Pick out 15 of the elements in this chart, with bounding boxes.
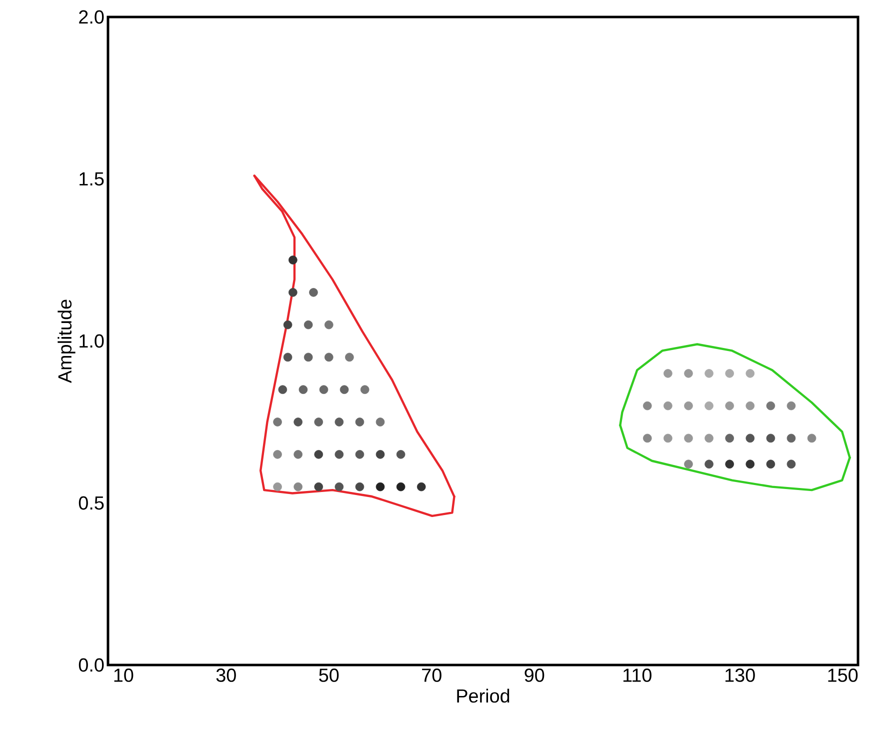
y-tick-label: 0.5 xyxy=(78,496,104,510)
x-tick-label: 90 xyxy=(524,668,544,682)
y-tick-label: 2.0 xyxy=(79,10,104,24)
x-tick-label: 10 xyxy=(114,668,134,682)
y-axis-title: Amplitude xyxy=(58,300,76,384)
y-tick-label: 1.5 xyxy=(80,172,104,186)
x-tick-label: 50 xyxy=(319,668,339,682)
x-axis-title: Period xyxy=(457,688,510,703)
x-tick-label: 130 xyxy=(726,668,755,682)
x-tick-label: 30 xyxy=(216,668,236,682)
x-tick-label: 110 xyxy=(623,668,652,682)
x-tick-label: 150 xyxy=(828,668,858,682)
y-tick-label: 0.0 xyxy=(78,658,104,672)
x-tick-label: 70 xyxy=(422,668,442,682)
y-tick-label: 1.0 xyxy=(80,334,104,348)
